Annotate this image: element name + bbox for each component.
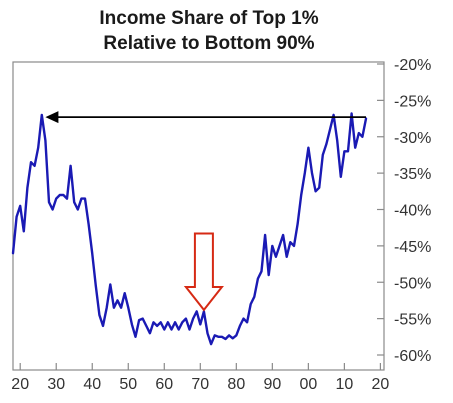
y-tick-label: -30% bbox=[394, 130, 431, 147]
plot-frame bbox=[12, 61, 385, 371]
y-tick-label: -55% bbox=[394, 312, 431, 329]
annotation-arrow-head bbox=[45, 111, 59, 124]
x-tick-label: 30 bbox=[47, 376, 65, 393]
y-tick-label: -50% bbox=[394, 275, 431, 292]
x-tick-label: 60 bbox=[155, 376, 173, 393]
x-tick-label: 20 bbox=[11, 376, 29, 393]
y-tick-label: -20% bbox=[394, 57, 431, 74]
y-tick-label: -60% bbox=[394, 348, 431, 365]
x-tick-label: 00 bbox=[299, 376, 317, 393]
y-tick-label: -25% bbox=[394, 93, 431, 110]
x-tick-label: 70 bbox=[191, 376, 209, 393]
y-tick-label: -35% bbox=[394, 166, 431, 183]
chart-title-line-2: Relative to Bottom 90% bbox=[103, 33, 315, 54]
x-tick-label: 10 bbox=[335, 376, 353, 393]
x-tick-label: 90 bbox=[263, 376, 281, 393]
chart-title-line-1: Income Share of Top 1% bbox=[99, 8, 319, 29]
x-tick-label: 50 bbox=[119, 376, 137, 393]
x-tick-label: 20 bbox=[371, 376, 389, 393]
annotation-down-arrow bbox=[183, 232, 224, 312]
series-line bbox=[11, 112, 368, 346]
x-tick-label: 80 bbox=[227, 376, 245, 393]
y-tick-label: -45% bbox=[394, 239, 431, 256]
x-tick-label: 40 bbox=[83, 376, 101, 393]
y-tick-label: -40% bbox=[394, 203, 431, 220]
